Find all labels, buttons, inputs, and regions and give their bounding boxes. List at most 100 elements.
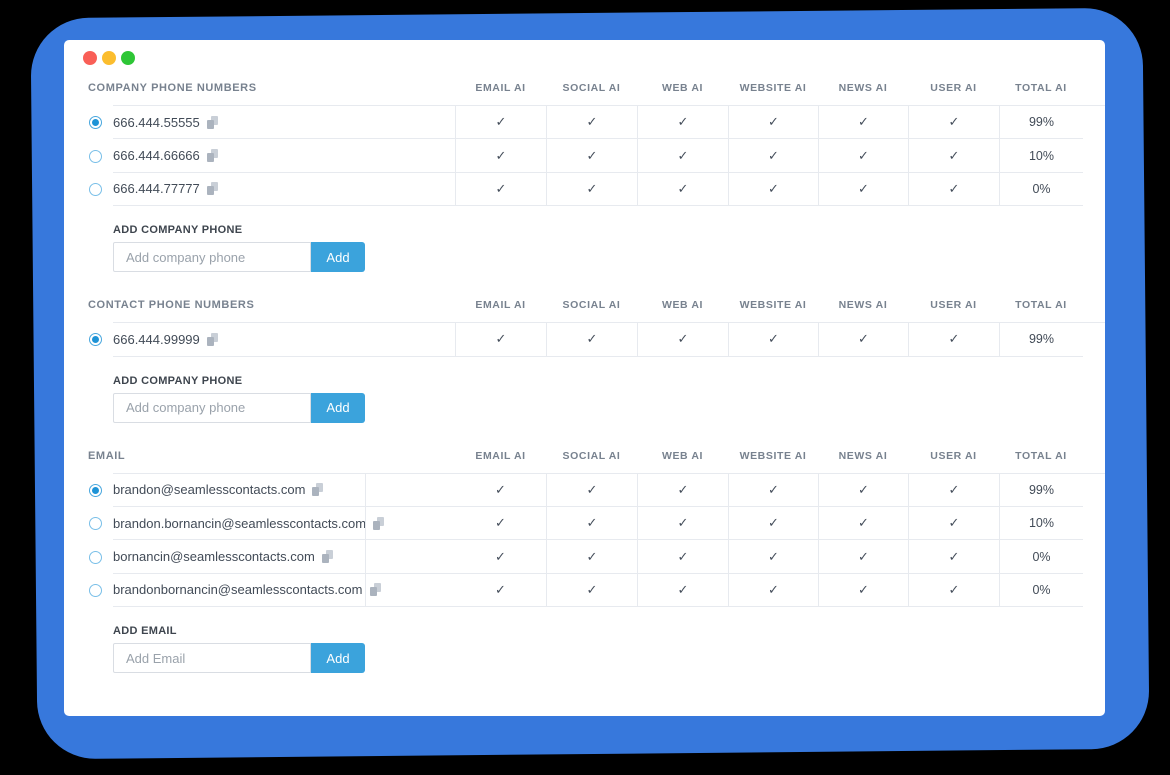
row-value: brandon@seamlesscontacts.com xyxy=(113,482,306,498)
window-controls xyxy=(83,51,1105,65)
radio-cell xyxy=(88,323,113,356)
radio-button[interactable] xyxy=(89,550,102,564)
radio-button[interactable] xyxy=(89,149,102,163)
ai-check-cell: ✓ xyxy=(455,540,546,574)
ai-check-cell: ✓ xyxy=(908,323,999,357)
total-ai-value: 0% xyxy=(1032,181,1051,196)
copy-icon[interactable] xyxy=(206,115,218,129)
ai-check-cell: ✓ xyxy=(546,573,637,608)
total-ai-cell: 0% xyxy=(999,573,1083,608)
ai-check-cell: ✓ xyxy=(637,139,728,173)
checkmark-icon: ✓ xyxy=(677,581,689,597)
radio-button[interactable] xyxy=(89,517,102,531)
ai-check-cell: ✓ xyxy=(455,172,546,207)
column-header: WEB AI xyxy=(661,82,704,94)
radio-cell xyxy=(88,540,113,573)
radio-button[interactable] xyxy=(89,583,102,597)
copy-icon[interactable] xyxy=(312,483,324,497)
checkmark-icon: ✓ xyxy=(586,147,598,163)
ai-check-cell: ✓ xyxy=(637,573,728,608)
close-button[interactable] xyxy=(83,51,97,65)
add-button[interactable]: Add xyxy=(311,242,365,273)
copy-icon[interactable] xyxy=(206,332,218,346)
total-ai-cell: 99% xyxy=(999,323,1083,357)
spacer-cell xyxy=(365,473,455,507)
total-ai-value: 99% xyxy=(1028,482,1055,497)
table-section: COMPANY PHONE NUMBERS EMAIL AI SOCIAL AI W… xyxy=(88,65,1105,273)
total-ai-value: 0% xyxy=(1032,582,1051,597)
checkmark-icon: ✓ xyxy=(858,515,869,531)
table-row: brandon.bornancin@seamlesscontacts.com ✓… xyxy=(88,506,1105,541)
ai-check-cell: ✓ xyxy=(637,473,728,507)
add-label: ADD COMPANY PHONE xyxy=(113,224,243,237)
copy-icon[interactable] xyxy=(206,182,218,196)
row-value: brandon.bornancin@seamlesscontacts.com xyxy=(113,515,367,531)
ai-check-cell: ✓ xyxy=(728,323,818,357)
checkmark-icon: ✓ xyxy=(768,481,779,497)
zoom-button[interactable] xyxy=(121,51,135,65)
browser-window: COMPANY PHONE NUMBERS EMAIL AI SOCIAL AI W… xyxy=(64,40,1105,716)
column-header: EMAIL AI xyxy=(475,449,526,462)
ai-check-cell: ✓ xyxy=(455,474,546,507)
checkmark-icon: ✓ xyxy=(586,548,598,564)
checkmark-icon: ✓ xyxy=(948,331,960,347)
ai-check-cell: ✓ xyxy=(908,573,999,608)
ai-check-cell: ✓ xyxy=(728,139,818,173)
table-row: 666.444.77777 ✓ ✓ ✓ ✓ ✓ ✓ 0% xyxy=(88,172,1105,207)
ai-check-cell: ✓ xyxy=(728,573,818,608)
checkmark-icon: ✓ xyxy=(586,331,598,347)
column-header: USER AI xyxy=(930,449,977,462)
copy-icon[interactable] xyxy=(206,149,218,163)
column-header: TOTAL AI xyxy=(1015,449,1067,462)
column-header: EMAIL AI xyxy=(475,299,526,312)
checkmark-icon: ✓ xyxy=(948,114,960,130)
total-ai-value: 0% xyxy=(1032,549,1051,564)
radio-button[interactable] xyxy=(89,182,102,196)
add-input[interactable] xyxy=(113,392,311,423)
ai-check-cell: ✓ xyxy=(546,172,637,207)
total-ai-cell: 10% xyxy=(999,506,1083,541)
table-row: brandonbornancin@seamlesscontacts.com ✓ ✓… xyxy=(88,573,1105,608)
table-row: 666.444.66666 ✓ ✓ ✓ ✓ ✓ ✓ 10% xyxy=(88,139,1105,173)
ai-check-cell: ✓ xyxy=(908,473,999,507)
copy-icon[interactable] xyxy=(373,516,385,530)
add-input[interactable] xyxy=(113,242,311,273)
checkmark-icon: ✓ xyxy=(948,548,960,564)
column-header: WEBSITE AI xyxy=(739,299,807,312)
section-title: EMAIL xyxy=(88,449,126,462)
column-header: USER AI xyxy=(930,299,977,312)
ai-check-cell: ✓ xyxy=(455,139,546,173)
checkmark-icon: ✓ xyxy=(495,548,506,564)
checkmark-icon: ✓ xyxy=(948,180,960,196)
add-row: Add xyxy=(113,242,1105,273)
checkmark-icon: ✓ xyxy=(677,548,689,564)
table-row: 666.444.99999 ✓ ✓ ✓ ✓ ✓ ✓ 99% xyxy=(88,323,1105,357)
table-header-row: CONTACT PHONE NUMBERS EMAIL AI SOCIAL AI W… xyxy=(88,282,1105,324)
column-header: EMAIL AI xyxy=(475,82,526,94)
radio-button[interactable] xyxy=(89,483,102,497)
ai-check-cell: ✓ xyxy=(455,507,546,541)
ai-check-cell: ✓ xyxy=(908,172,999,207)
total-ai-cell: 99% xyxy=(999,473,1083,507)
minimize-button[interactable] xyxy=(102,51,116,65)
add-button[interactable]: Add xyxy=(311,643,365,674)
checkmark-icon: ✓ xyxy=(948,481,960,497)
checkmark-icon: ✓ xyxy=(858,331,869,347)
copy-icon[interactable] xyxy=(369,583,381,597)
radio-button[interactable] xyxy=(89,116,102,130)
spacer-cell xyxy=(365,573,455,608)
table-rows: 666.444.55555 ✓ ✓ ✓ ✓ ✓ ✓ 99% 666.444.66666 ✓ ✓… xyxy=(88,106,1105,207)
add-button[interactable]: Add xyxy=(311,392,365,423)
column-header: NEWS AI xyxy=(838,299,888,312)
radio-button[interactable] xyxy=(89,333,102,347)
copy-icon[interactable] xyxy=(321,550,333,564)
ai-check-cell: ✓ xyxy=(637,540,728,574)
ai-check-cell: ✓ xyxy=(546,506,637,541)
add-input[interactable] xyxy=(113,643,311,674)
ai-check-cell: ✓ xyxy=(728,172,818,207)
row-label-cell: brandon.bornancin@seamlesscontacts.com xyxy=(113,507,385,541)
table-rows: 666.444.99999 ✓ ✓ ✓ ✓ ✓ ✓ 99% xyxy=(88,323,1105,357)
checkmark-icon: ✓ xyxy=(586,180,598,196)
ai-check-cell: ✓ xyxy=(908,106,999,140)
ai-check-cell: ✓ xyxy=(908,506,999,541)
